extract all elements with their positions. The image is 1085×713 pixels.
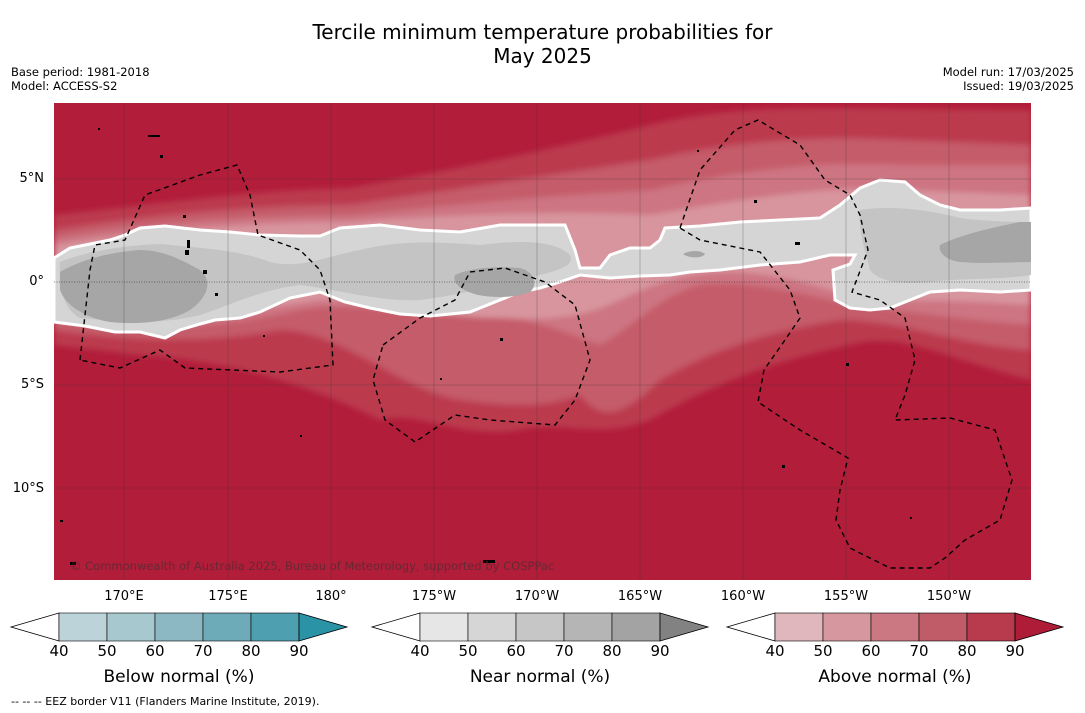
graticule [54,103,1031,580]
lon-label-150w: 150°W [926,589,972,604]
colorbar-tick-label: 50 [458,642,478,660]
colorbar-tick-label: 50 [97,642,117,660]
base-period: Base period: 1981-2018 [11,65,150,79]
colorbar-tick-label: 90 [650,642,670,660]
model-name: Model: ACCESS-S2 [11,79,118,93]
colorbar-tick-label: 60 [861,642,881,660]
copyright-notice: © Commonwealth of Australia 2025, Bureau… [70,559,555,573]
near-normal-70-zone-east [939,222,1031,263]
lon-label-170e: 170°E [104,589,144,604]
colorbar-tick-label: 40 [410,642,430,660]
near-normal-70-zone [60,250,208,324]
eez-legend-note: -- -- -- EEZ border V11 (Flanders Marine… [11,695,320,708]
lat-label-5n: 5°N [19,171,45,186]
colorbar-tick-label: 80 [241,642,261,660]
map-field [54,103,1031,580]
lat-label-5s: 5°S [20,377,44,392]
lon-label-160w: 160°W [720,589,766,604]
issued-date: Issued: 19/03/2025 [963,79,1074,93]
colorbar-tick-label: 40 [765,642,785,660]
colorbar-tick-label: 80 [957,642,977,660]
colorbar-tick-label: 70 [193,642,213,660]
meta-right: Model run: 17/03/2025 Issued: 19/03/2025 [943,65,1074,93]
colorbar-tick-label: 90 [1005,642,1025,660]
title-line-1: Tercile minimum temperature probabilitie… [312,20,773,44]
meta-left: Base period: 1981-2018 Model: ACCESS-S2 [11,65,150,93]
colorbar-title-near: Near normal (%) [469,667,611,687]
lon-label-155w: 155°W [823,589,869,604]
colorbar-tick-label: 80 [602,642,622,660]
colorbar-tick-label: 40 [49,642,69,660]
colorbar-tick-label: 70 [554,642,574,660]
eez-borders [79,119,1013,569]
colorbar-tick-label: 90 [289,642,309,660]
lon-label-170w: 170°W [514,589,560,604]
lat-label-10s: 10°S [12,481,44,496]
lat-label-0: 0° [29,274,44,289]
lon-label-180: 180° [315,589,347,604]
model-run: Model run: 17/03/2025 [942,65,1074,79]
lon-label-175w: 175°W [411,589,457,604]
island-specks [60,128,912,565]
chart-title: Tercile minimum temperature probabilitie… [0,20,1085,68]
colorbar-title-above: Above normal (%) [818,667,972,687]
near-normal-70-spot [683,251,705,258]
colorbar-tick-label: 70 [909,642,929,660]
colorbar-tick-label: 50 [813,642,833,660]
colorbar-title-below: Below normal (%) [103,667,255,687]
lon-label-175e: 175°E [208,589,248,604]
colorbar-tick-label: 60 [506,642,526,660]
lon-label-165w: 165°W [617,589,663,604]
title-line-2: May 2025 [493,44,592,68]
colorbar-tick-label: 60 [145,642,165,660]
